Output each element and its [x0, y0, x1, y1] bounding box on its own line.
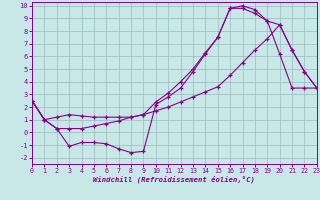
- X-axis label: Windchill (Refroidissement éolien,°C): Windchill (Refroidissement éolien,°C): [93, 176, 255, 183]
